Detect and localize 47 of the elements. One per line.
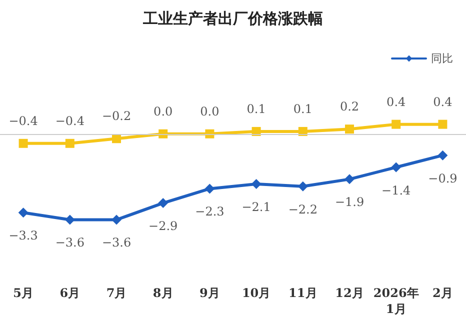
data-label: −0.2 [102, 109, 132, 124]
point [438, 120, 448, 129]
x-tick-label: 6月 [60, 286, 80, 300]
data-label: 0.1 [246, 102, 266, 116]
data-label: −2.1 [242, 200, 271, 214]
point [391, 162, 402, 172]
data-label: 0.1 [293, 102, 312, 116]
x-tick-label: 9月 [200, 286, 220, 300]
point [18, 138, 28, 148]
data-label: 0.0 [154, 104, 173, 118]
data-label: −2.3 [195, 204, 224, 219]
data-label: −0.9 [428, 171, 458, 186]
x-tick-label: 12月 [335, 286, 364, 300]
point [251, 178, 262, 189]
point [204, 184, 215, 194]
data-label: −2.9 [148, 219, 178, 234]
point [112, 214, 122, 225]
data-label: −0.4 [55, 114, 85, 128]
x-tick-label: 5月 [13, 286, 34, 300]
point [298, 181, 308, 192]
point [65, 138, 74, 148]
data-label: −3.6 [102, 236, 132, 250]
data-label: 0.2 [340, 100, 360, 114]
data-label: 0.0 [200, 104, 220, 118]
x-tick-label: 2月 [432, 286, 453, 300]
data-label: −3.3 [8, 228, 38, 243]
x-tick-label: 2026年 1月 [373, 286, 419, 316]
legend-label: 同比 [431, 52, 453, 65]
point [344, 174, 354, 184]
x-tick-label: 11月 [288, 286, 318, 300]
data-label: −1.9 [334, 195, 364, 210]
point [158, 198, 168, 208]
point [438, 150, 448, 160]
point [64, 214, 75, 225]
data-label: 0.4 [433, 94, 453, 109]
x-tick-label: 7月 [106, 286, 127, 300]
data-label: −0.4 [8, 114, 38, 128]
point [18, 208, 28, 218]
point [392, 120, 401, 129]
point [345, 124, 354, 134]
x-tick-label: 10月 [242, 286, 271, 300]
chart-title: 工业生产者出厂价格涨跌幅 [142, 10, 323, 28]
data-label: −3.6 [55, 236, 84, 250]
data-label: −1.4 [382, 183, 412, 198]
data-label: −2.2 [288, 202, 318, 216]
x-tick-label: 8月 [152, 286, 174, 300]
data-label: 0.4 [386, 94, 406, 109]
